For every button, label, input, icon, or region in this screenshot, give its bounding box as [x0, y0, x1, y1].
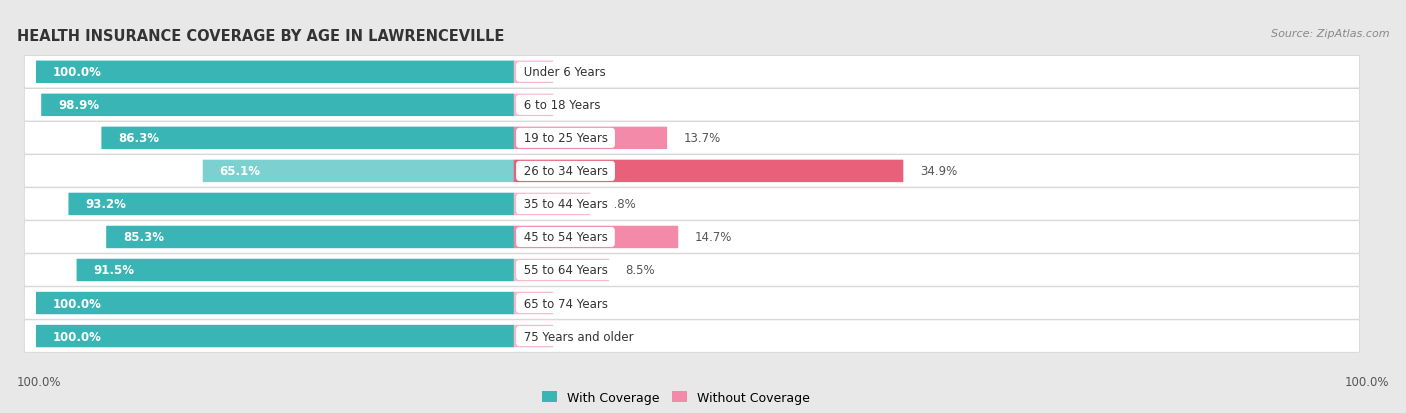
- Text: 26 to 34 Years: 26 to 34 Years: [520, 165, 612, 178]
- FancyBboxPatch shape: [513, 325, 554, 347]
- Text: 100.0%: 100.0%: [53, 330, 101, 343]
- FancyBboxPatch shape: [41, 95, 515, 117]
- FancyBboxPatch shape: [101, 127, 515, 150]
- Text: 1.1%: 1.1%: [569, 99, 599, 112]
- FancyBboxPatch shape: [24, 320, 1360, 352]
- Text: 55 to 64 Years: 55 to 64 Years: [520, 264, 612, 277]
- Text: 0.0%: 0.0%: [569, 66, 599, 79]
- FancyBboxPatch shape: [76, 259, 515, 282]
- Text: 100.0%: 100.0%: [17, 375, 62, 388]
- FancyBboxPatch shape: [24, 90, 1360, 122]
- FancyBboxPatch shape: [513, 127, 666, 150]
- FancyBboxPatch shape: [202, 160, 515, 183]
- FancyBboxPatch shape: [37, 325, 515, 347]
- Text: 8.5%: 8.5%: [626, 264, 655, 277]
- Text: 34.9%: 34.9%: [920, 165, 957, 178]
- Text: Source: ZipAtlas.com: Source: ZipAtlas.com: [1271, 29, 1389, 39]
- Text: 91.5%: 91.5%: [94, 264, 135, 277]
- FancyBboxPatch shape: [24, 188, 1360, 221]
- Text: 85.3%: 85.3%: [124, 231, 165, 244]
- FancyBboxPatch shape: [513, 292, 554, 314]
- Text: 19 to 25 Years: 19 to 25 Years: [520, 132, 612, 145]
- FancyBboxPatch shape: [513, 226, 678, 249]
- Text: 35 to 44 Years: 35 to 44 Years: [520, 198, 612, 211]
- Text: 0.0%: 0.0%: [569, 297, 599, 310]
- Text: 75 Years and older: 75 Years and older: [520, 330, 637, 343]
- Text: 6 to 18 Years: 6 to 18 Years: [520, 99, 605, 112]
- Text: 86.3%: 86.3%: [118, 132, 159, 145]
- Legend: With Coverage, Without Coverage: With Coverage, Without Coverage: [537, 386, 814, 409]
- FancyBboxPatch shape: [513, 95, 554, 117]
- Text: 13.7%: 13.7%: [683, 132, 721, 145]
- FancyBboxPatch shape: [37, 292, 515, 314]
- Text: 98.9%: 98.9%: [58, 99, 100, 112]
- FancyBboxPatch shape: [513, 62, 554, 84]
- Text: 93.2%: 93.2%: [86, 198, 127, 211]
- Text: Under 6 Years: Under 6 Years: [520, 66, 609, 79]
- FancyBboxPatch shape: [513, 160, 903, 183]
- Text: 100.0%: 100.0%: [53, 297, 101, 310]
- FancyBboxPatch shape: [24, 122, 1360, 155]
- Text: HEALTH INSURANCE COVERAGE BY AGE IN LAWRENCEVILLE: HEALTH INSURANCE COVERAGE BY AGE IN LAWR…: [17, 29, 505, 44]
- FancyBboxPatch shape: [24, 57, 1360, 89]
- FancyBboxPatch shape: [24, 287, 1360, 319]
- Text: 45 to 54 Years: 45 to 54 Years: [520, 231, 612, 244]
- Text: 65 to 74 Years: 65 to 74 Years: [520, 297, 612, 310]
- FancyBboxPatch shape: [513, 193, 591, 216]
- FancyBboxPatch shape: [513, 259, 609, 282]
- Text: 14.7%: 14.7%: [695, 231, 733, 244]
- Text: 65.1%: 65.1%: [219, 165, 260, 178]
- Text: 100.0%: 100.0%: [1344, 375, 1389, 388]
- FancyBboxPatch shape: [24, 155, 1360, 188]
- FancyBboxPatch shape: [37, 62, 515, 84]
- FancyBboxPatch shape: [24, 221, 1360, 254]
- FancyBboxPatch shape: [69, 193, 515, 216]
- FancyBboxPatch shape: [24, 254, 1360, 287]
- Text: 100.0%: 100.0%: [53, 66, 101, 79]
- Text: 0.0%: 0.0%: [569, 330, 599, 343]
- Text: 6.8%: 6.8%: [606, 198, 637, 211]
- FancyBboxPatch shape: [107, 226, 515, 249]
